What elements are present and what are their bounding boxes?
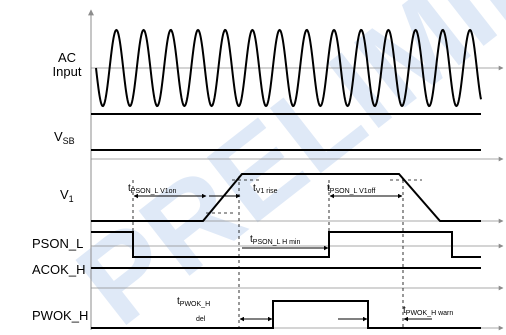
timing-pwok-warn: tPWOK_H warn xyxy=(403,305,453,317)
signal-label-pson-l: PSON_L xyxy=(32,236,84,251)
v1-label-main: V xyxy=(60,187,69,202)
timing-arrows xyxy=(133,193,432,322)
guide-lines xyxy=(132,176,422,328)
signal-label-acok-h: ACOK_H xyxy=(32,262,86,277)
signal-label-ac-input: AC Input xyxy=(50,51,84,79)
pson-l-waveform xyxy=(91,231,481,258)
timing-pson-v1off: tPSON_L V1off xyxy=(327,183,375,195)
timing-pson-h-min: tPSON_L H min xyxy=(250,234,300,246)
pwok-h-waveform xyxy=(91,300,481,329)
vsb-label-sub: SB xyxy=(62,136,75,146)
timing-pwok-del: tPWOK_H xyxy=(177,296,210,308)
v1-label-sub: 1 xyxy=(68,194,74,204)
vsb-label-main: V xyxy=(54,129,63,144)
timing-pson-v1on: tPSON_L V1on xyxy=(128,183,177,195)
signal-label-v1: V1 xyxy=(60,188,74,206)
v1-waveform xyxy=(91,173,481,222)
signal-label-vsb: VSB xyxy=(54,130,75,148)
ac-input-label-line1: AC xyxy=(57,50,77,65)
timing-v1-rise: tV1 rise xyxy=(253,183,278,195)
timing-pwok-del-suffix: del xyxy=(196,316,206,323)
ac-input-waveform xyxy=(95,28,482,108)
signal-label-pwok-h: PWOK_H xyxy=(32,308,89,323)
ac-input-label-line2: Input xyxy=(52,64,82,79)
